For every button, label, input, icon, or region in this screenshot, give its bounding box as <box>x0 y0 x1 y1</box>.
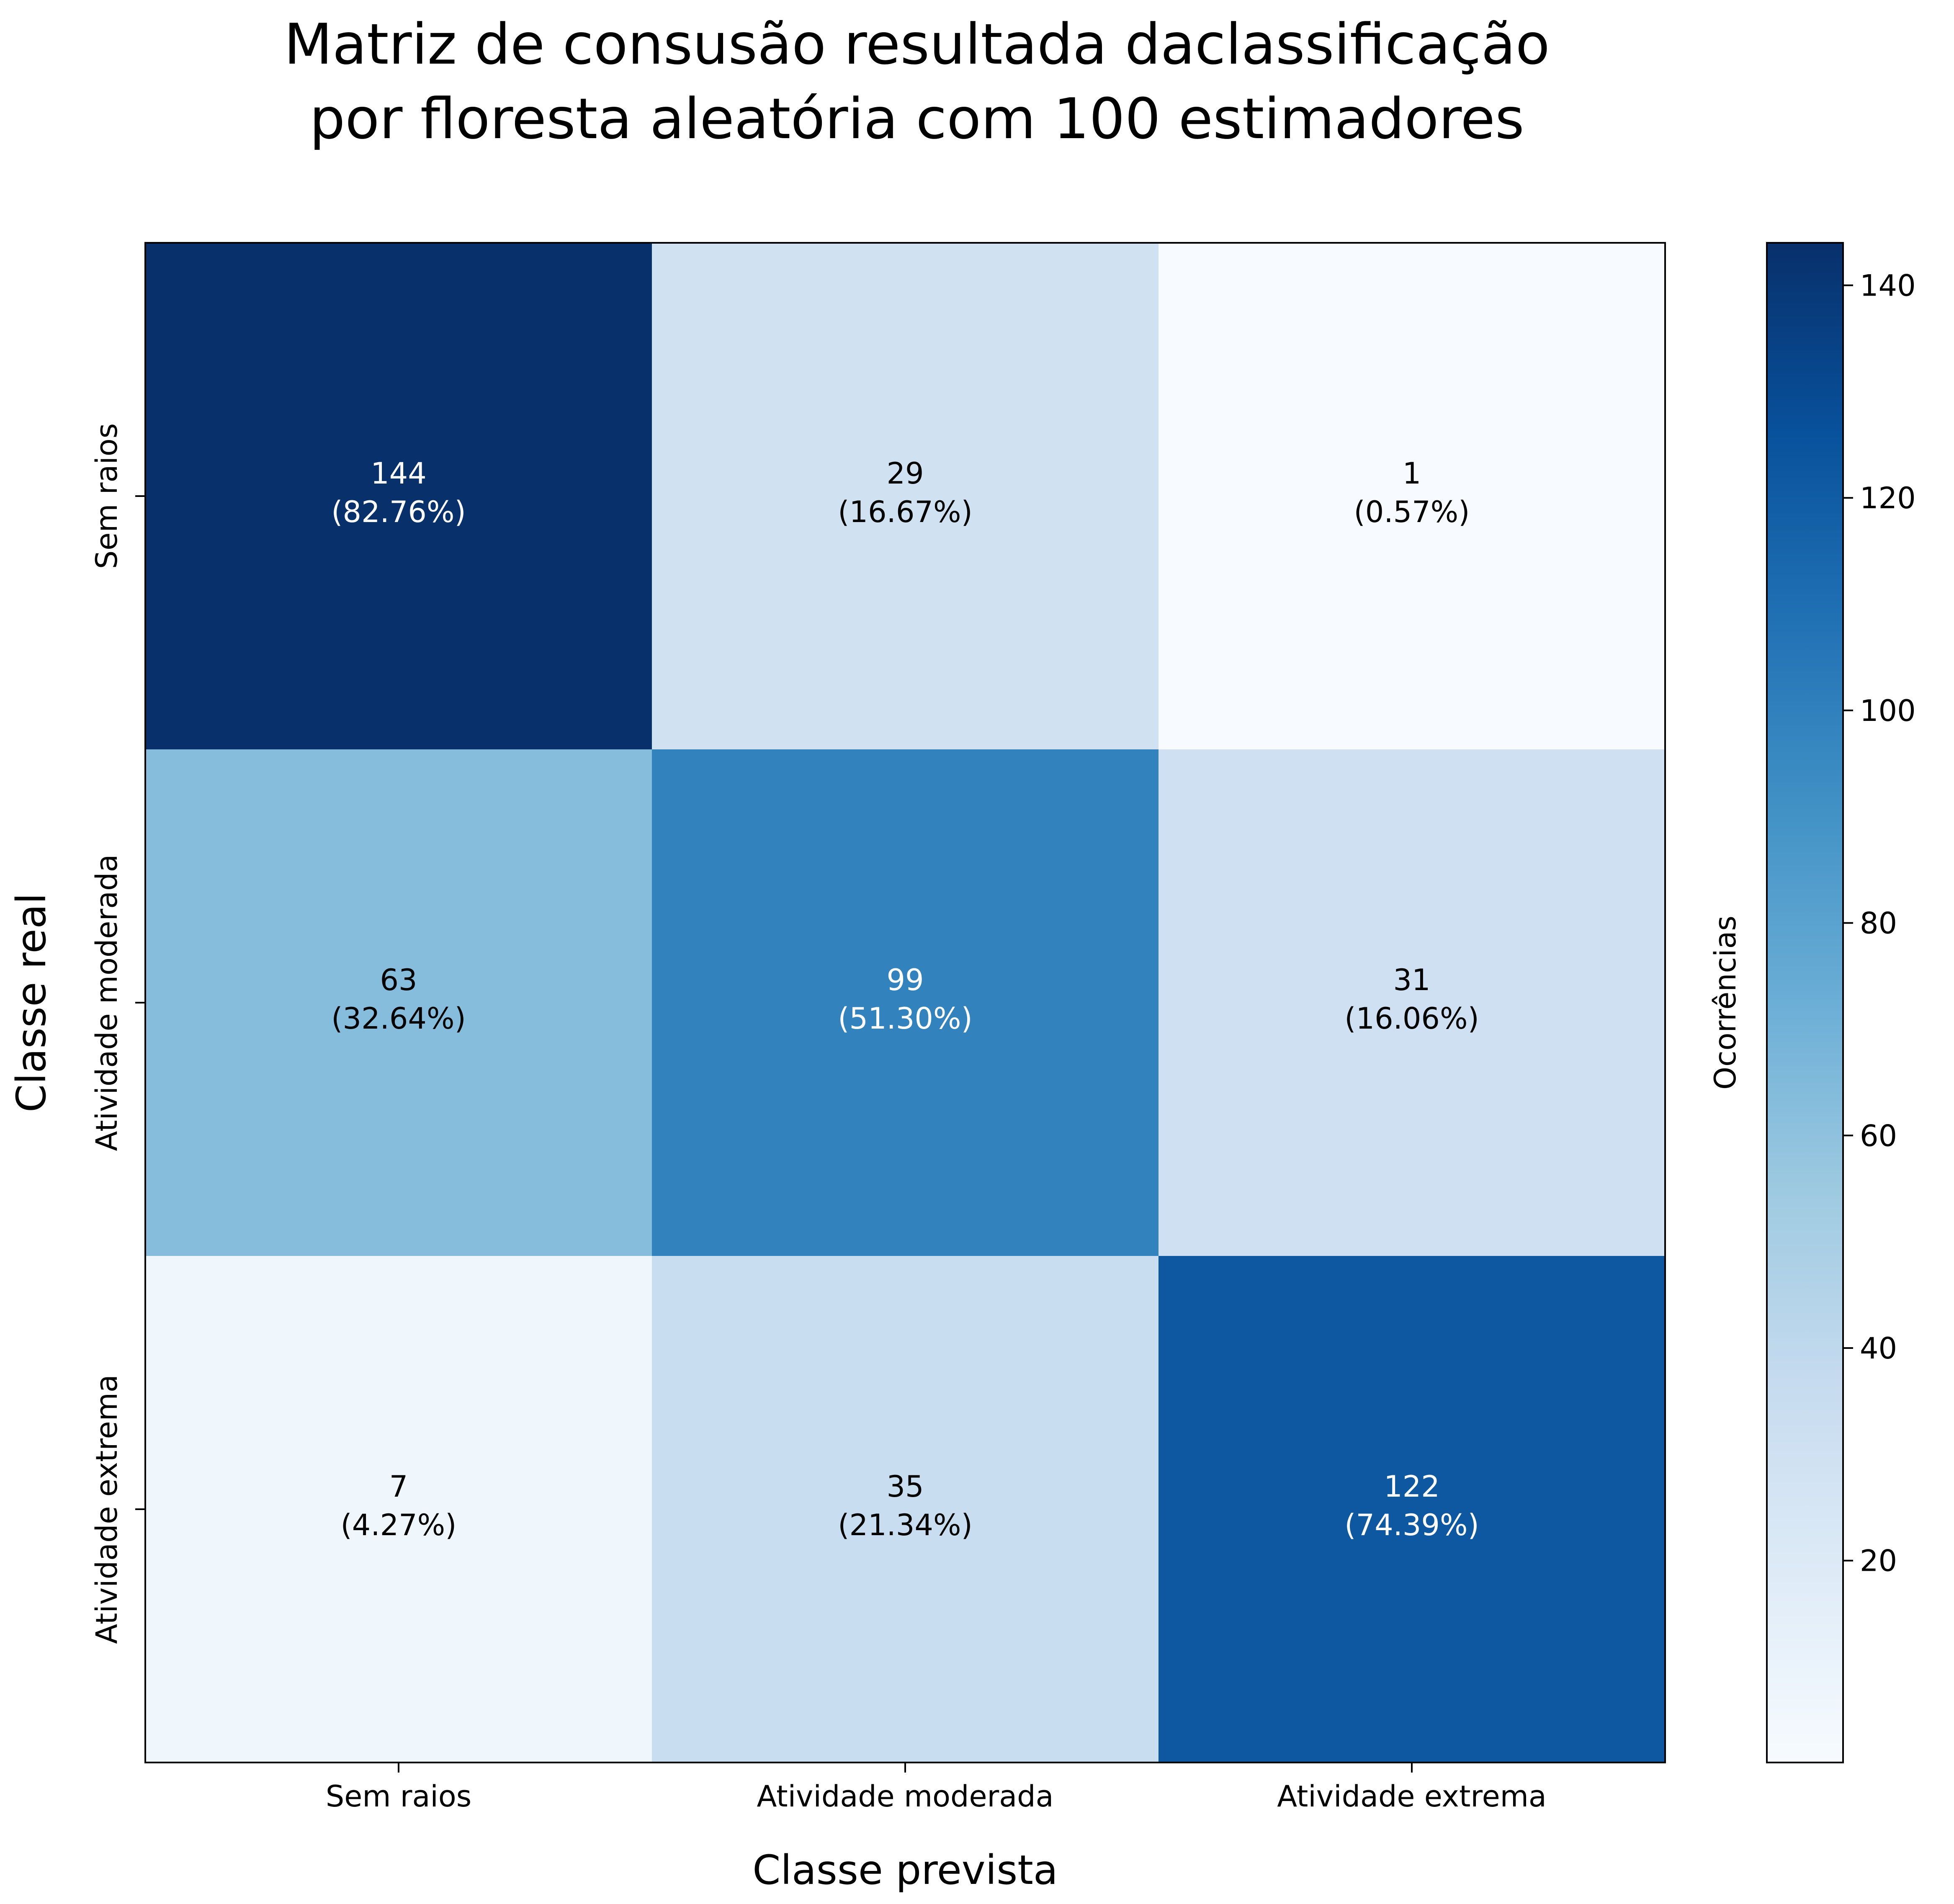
colorbar-tick-label: 140 <box>1860 269 1916 303</box>
cell-percent-label: (82.76%) <box>331 495 466 529</box>
heatmap-cell <box>1158 243 1666 750</box>
heatmap-cell <box>652 749 1159 1256</box>
heatmap-cells <box>145 243 1666 1763</box>
heatmap-cell <box>652 1256 1159 1763</box>
y-axis-label: Classe real <box>8 893 55 1112</box>
heatmap-cell <box>145 749 652 1256</box>
cell-percent-label: (21.34%) <box>838 1508 973 1542</box>
cell-count-label: 144 <box>371 456 427 491</box>
heatmap-cell <box>1158 749 1666 1256</box>
x-axis-label: Classe prevista <box>752 1847 1058 1894</box>
x-axis: Sem raios Atividade moderada Atividade ext… <box>326 1762 1547 1814</box>
cell-count-label: 7 <box>389 1469 408 1504</box>
y-tick-label: Sem raios <box>90 423 124 569</box>
cell-percent-label: (74.39%) <box>1344 1508 1479 1542</box>
colorbar-tick-label: 20 <box>1860 1544 1897 1578</box>
heatmap-cell <box>145 243 652 750</box>
colorbar-tick-label: 60 <box>1860 1119 1897 1153</box>
cell-count-label: 122 <box>1384 1469 1440 1504</box>
cell-count-label: 29 <box>886 456 924 491</box>
chart-title-line-2: por floresta aleatória com 100 estimador… <box>309 86 1524 152</box>
cell-count-label: 35 <box>886 1469 924 1504</box>
x-tick-label: Sem raios <box>326 1779 471 1814</box>
cell-percent-label: (16.67%) <box>838 495 973 529</box>
colorbar-tick-label: 40 <box>1860 1331 1897 1366</box>
x-tick-label: Atividade moderada <box>757 1779 1053 1814</box>
cell-count-label: 1 <box>1403 456 1421 491</box>
y-axis: Sem raios Atividade moderada Atividade ext… <box>90 423 145 1644</box>
colorbar-tick-label: 120 <box>1860 481 1916 515</box>
colorbar <box>1766 242 1844 1763</box>
heatmap-cell <box>1158 1256 1666 1763</box>
chart-title: Matriz de consusão resultada daclassific… <box>284 12 1550 152</box>
cell-percent-label: (4.27%) <box>341 1508 457 1542</box>
cell-count-label: 99 <box>886 963 924 997</box>
y-tick-label: Atividade extrema <box>90 1374 124 1644</box>
colorbar-tick-label: 80 <box>1860 906 1897 941</box>
cell-count-label: 31 <box>1393 963 1430 997</box>
colorbar-tick-label: 100 <box>1860 694 1916 728</box>
y-tick-label: Atividade moderada <box>90 854 124 1151</box>
x-tick-label: Atividade extrema <box>1277 1779 1547 1814</box>
heatmap-cell <box>652 243 1159 750</box>
cell-percent-label: (0.57%) <box>1354 495 1470 529</box>
heatmap-cell <box>145 1256 652 1763</box>
cell-count-label: 63 <box>380 963 417 997</box>
colorbar-ticks: 20 40 60 80 100 120 140 <box>1843 269 1916 1578</box>
cell-percent-label: (51.30%) <box>838 1001 973 1036</box>
cell-percent-label: (16.06%) <box>1344 1001 1479 1036</box>
heatmap-cell-labels: 144 (82.76%) 29 (16.67%) 1 (0.57%) 63 (32.64%) 9… <box>331 456 1479 1542</box>
colorbar-label: Ocorrências <box>1708 916 1743 1090</box>
cell-percent-label: (32.64%) <box>331 1001 466 1036</box>
chart-title-line-1: Matriz de consusão resultada daclassific… <box>284 12 1550 77</box>
